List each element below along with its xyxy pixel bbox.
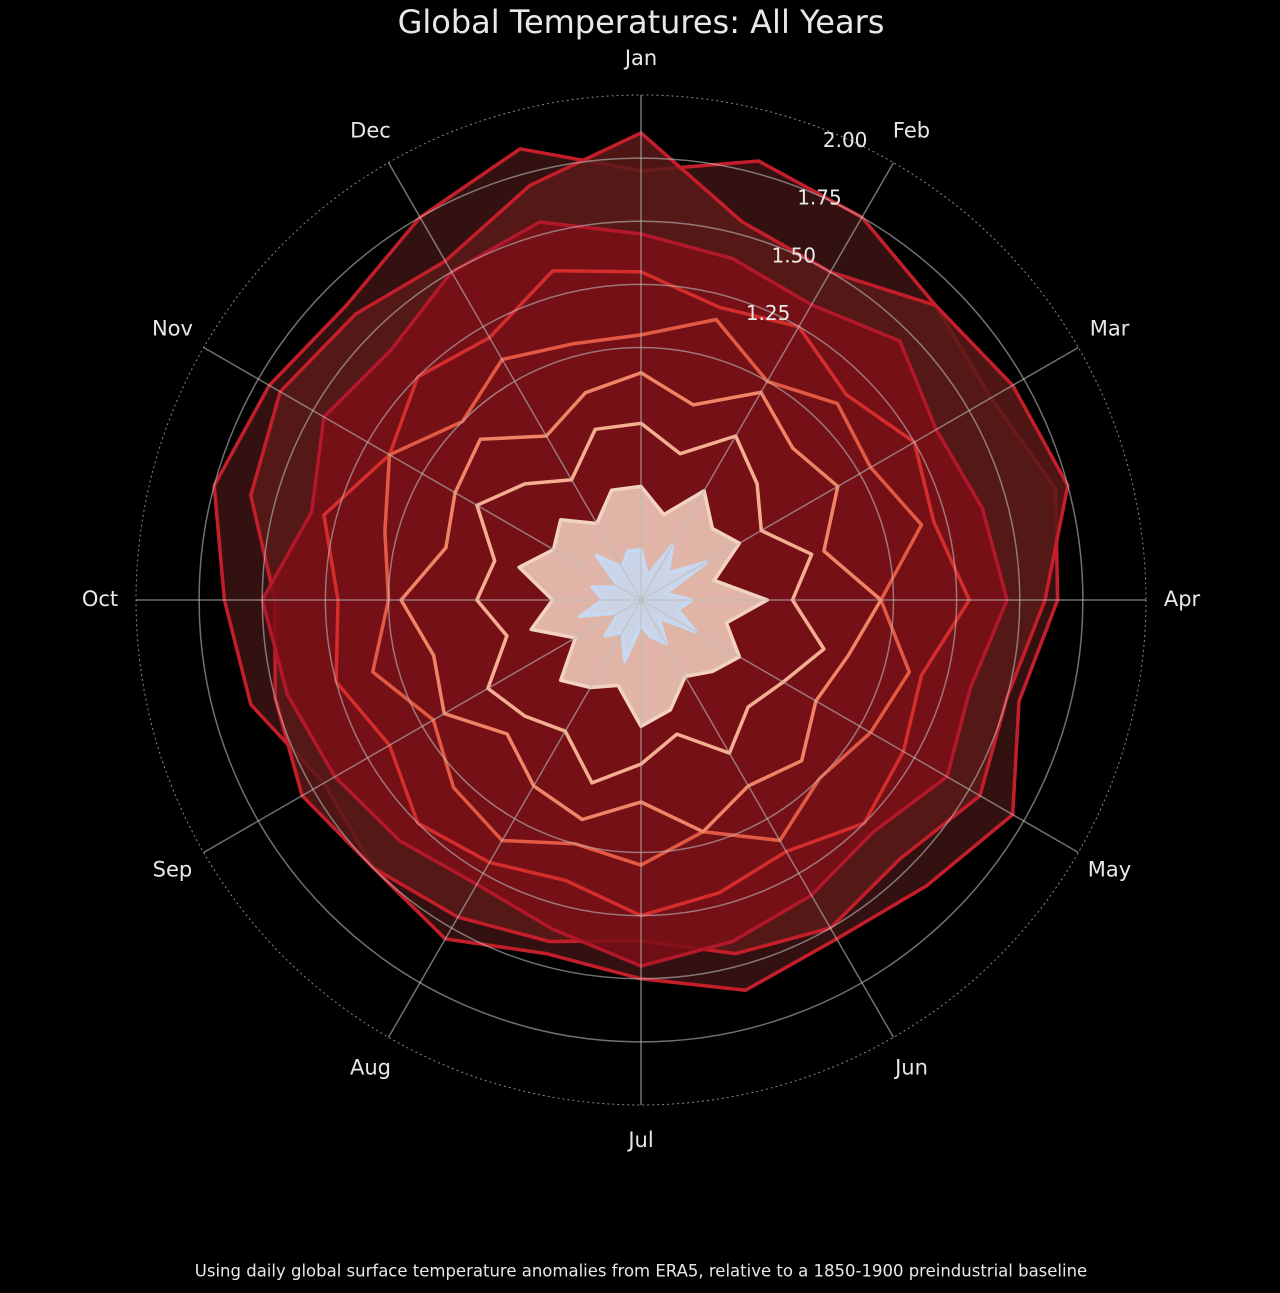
month-label: Apr: [1164, 587, 1201, 611]
month-label: Jun: [893, 1056, 928, 1080]
month-label: Nov: [152, 317, 193, 341]
month-label: Mar: [1090, 317, 1130, 341]
grid-spoke: [640, 162, 895, 601]
grid-spoke: [640, 599, 895, 1038]
r-tick-label: 2.00: [823, 128, 868, 152]
month-label: Jul: [626, 1128, 653, 1152]
grid-spoke: [387, 162, 642, 601]
grid-spoke: [640, 599, 1079, 854]
month-label: Aug: [350, 1056, 391, 1080]
grid-spoke: [203, 346, 642, 601]
month-label: Feb: [893, 118, 930, 142]
r-tick-label: 1.25: [746, 301, 791, 325]
grid-spoke: [640, 346, 1079, 601]
grid-spoke: [203, 599, 642, 854]
r-tick-label: 1.50: [772, 243, 817, 267]
chart-title: Global Temperatures: All Years: [398, 3, 885, 41]
month-label: Jan: [623, 46, 657, 70]
caption: Using daily global surface temperature a…: [195, 1262, 1087, 1281]
month-label: Oct: [82, 587, 118, 611]
month-label: Dec: [350, 118, 391, 142]
month-label: Sep: [153, 858, 193, 882]
r-tick-label: 1.75: [797, 186, 842, 210]
grid-spoke: [387, 599, 642, 1038]
month-label: May: [1088, 858, 1131, 882]
